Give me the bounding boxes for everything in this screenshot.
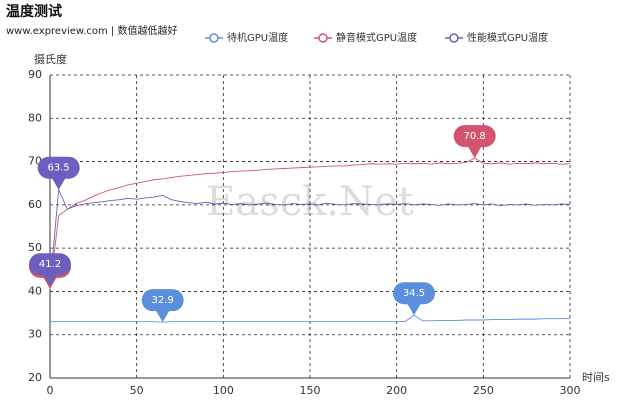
y-tick-label: 30 (28, 328, 42, 341)
chart-subtitle: www.expreview.com | 数值越低越好 (6, 24, 177, 37)
pin-marker (51, 177, 66, 190)
y-tick-label: 90 (28, 68, 42, 81)
pin-body (141, 289, 184, 312)
x-tick-label: 250 (473, 384, 494, 397)
y-tick-label: 80 (28, 111, 42, 124)
x-tick-label: 0 (47, 384, 54, 397)
series-line (49, 157, 571, 289)
series-line (49, 187, 571, 287)
pin: 63.5 (37, 156, 80, 190)
x-axis-label: 时间s (582, 371, 610, 384)
legend-swatch (449, 33, 459, 43)
data-label: 34.5 (403, 288, 425, 299)
legend-swatch (209, 33, 219, 43)
pin: 41.2 (29, 253, 71, 287)
pin-marker (43, 274, 57, 287)
x-tick-label: 300 (560, 384, 581, 397)
pin-body (453, 125, 496, 148)
y-tick-label: 20 (28, 371, 42, 384)
pin-body (37, 156, 80, 179)
x-tick-label: 200 (386, 384, 407, 397)
series-line (50, 314, 571, 323)
pin: 34.5 (393, 282, 435, 316)
data-label: 70.8 (464, 131, 486, 142)
pin-marker (407, 303, 421, 316)
data-label: 41.2 (39, 259, 61, 270)
legend-swatch (318, 33, 328, 43)
pin-body (393, 282, 435, 305)
pin-marker (467, 146, 482, 159)
pin: 32.9 (141, 289, 184, 323)
y-tick-label: 60 (28, 198, 42, 211)
legend-label: 静音模式GPU温度 (336, 31, 417, 44)
pin: 70.8 (453, 125, 496, 159)
y-tick-label: 40 (28, 284, 42, 297)
y-tick-label: 50 (28, 241, 42, 254)
legend-label: 待机GPU温度 (227, 31, 288, 44)
pin-body (29, 253, 71, 276)
x-tick-label: 100 (213, 384, 234, 397)
data-label: 63.5 (48, 163, 70, 174)
legend: 待机GPU温度 静音模式GPU温度 性能模式GPU温度 (205, 31, 548, 44)
y-axis-label: 摄氏度 (34, 52, 67, 66)
legend-label: 性能模式GPU温度 (467, 31, 548, 44)
data-label: 32.9 (152, 295, 174, 306)
x-tick-label: 150 (300, 384, 321, 397)
chart-title: 温度测试 (6, 3, 62, 20)
pin-marker (155, 310, 170, 323)
x-tick-label: 50 (130, 384, 144, 397)
